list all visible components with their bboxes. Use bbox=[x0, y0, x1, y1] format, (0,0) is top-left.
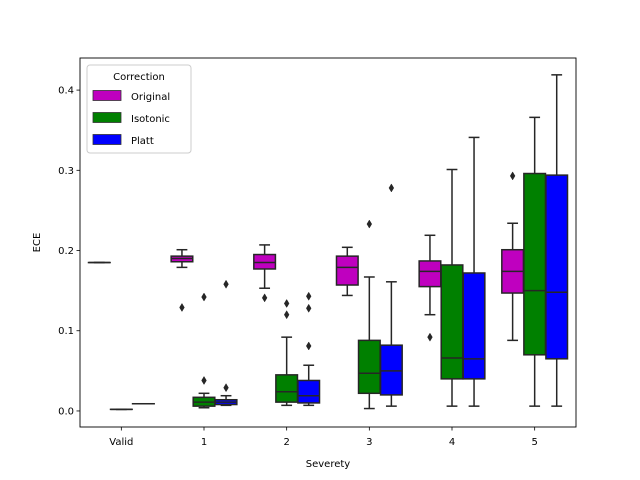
box-iqr bbox=[335, 255, 359, 286]
y-tick-label: 0.0 bbox=[58, 406, 74, 417]
x-tick-label: 1 bbox=[201, 437, 207, 448]
y-tick-label: 0.4 bbox=[58, 86, 74, 97]
outlier-point bbox=[261, 293, 268, 303]
legend-swatch-original bbox=[92, 90, 122, 101]
box-iqr bbox=[418, 260, 442, 288]
legend-label-original: Original bbox=[131, 92, 170, 103]
outlier-point bbox=[509, 171, 516, 181]
x-tick-label: 3 bbox=[366, 437, 372, 448]
outlier-point bbox=[427, 332, 433, 342]
outlier-point bbox=[283, 298, 290, 308]
box-platt-2 bbox=[297, 291, 321, 407]
outlier-point bbox=[366, 219, 373, 229]
box-original-4 bbox=[418, 234, 442, 342]
box-original-2 bbox=[253, 244, 277, 303]
legend-frame bbox=[86, 64, 192, 154]
box-platt-1 bbox=[214, 279, 238, 407]
outlier-point bbox=[388, 183, 395, 193]
outlier-point bbox=[306, 303, 312, 313]
box-platt-5 bbox=[545, 74, 569, 407]
x-tick-label: 4 bbox=[449, 437, 455, 448]
outlier-point bbox=[283, 310, 290, 320]
y-tick-label: 0.2 bbox=[58, 246, 74, 257]
box-iqr bbox=[523, 172, 547, 356]
outlier-point bbox=[223, 383, 229, 393]
legend-title: Correction bbox=[113, 72, 165, 83]
outlier-point bbox=[201, 292, 207, 302]
outlier-point bbox=[201, 375, 207, 385]
legend-label-platt: Platt bbox=[131, 136, 154, 147]
outlier-point bbox=[306, 341, 312, 351]
box-platt-4 bbox=[462, 136, 486, 407]
plot-area bbox=[87, 74, 569, 411]
x-axis-label: Severety bbox=[306, 459, 351, 470]
box-iqr bbox=[297, 379, 321, 404]
legend-swatch-isotonic bbox=[92, 112, 122, 123]
box-isotonic-3 bbox=[357, 219, 381, 410]
box-original-1 bbox=[170, 248, 194, 312]
box-isotonic-5 bbox=[523, 116, 547, 407]
legend: Correction Original Isotonic Platt bbox=[86, 64, 192, 154]
box-iqr bbox=[379, 344, 403, 396]
legend-swatch-platt bbox=[92, 134, 122, 145]
outlier-point bbox=[179, 302, 185, 312]
legend-label-isotonic: Isotonic bbox=[131, 114, 170, 125]
box-iqr bbox=[462, 272, 486, 380]
box-original-3 bbox=[335, 246, 359, 297]
axes-frame bbox=[79, 57, 577, 428]
x-tick-label: 5 bbox=[531, 437, 537, 448]
x-tick-label: 2 bbox=[283, 437, 289, 448]
outlier-point bbox=[306, 291, 312, 301]
outlier-point bbox=[223, 279, 229, 289]
x-axis: Valid 1 2 3 4 5 bbox=[109, 427, 538, 448]
y-tick-label: 0.3 bbox=[58, 166, 74, 177]
box-iqr bbox=[275, 374, 299, 403]
box-platt-3 bbox=[379, 183, 403, 407]
y-axis: 0.0 0.1 0.2 0.3 0.4 bbox=[58, 86, 80, 417]
box-iqr bbox=[357, 339, 381, 395]
x-tick-label: Valid bbox=[109, 437, 133, 448]
box-isotonic-2 bbox=[275, 298, 299, 407]
box-iqr bbox=[253, 253, 277, 270]
box-iqr bbox=[545, 174, 569, 360]
y-axis-label: ECE bbox=[32, 233, 43, 253]
box-iqr bbox=[440, 264, 464, 380]
y-tick-label: 0.1 bbox=[58, 326, 74, 337]
